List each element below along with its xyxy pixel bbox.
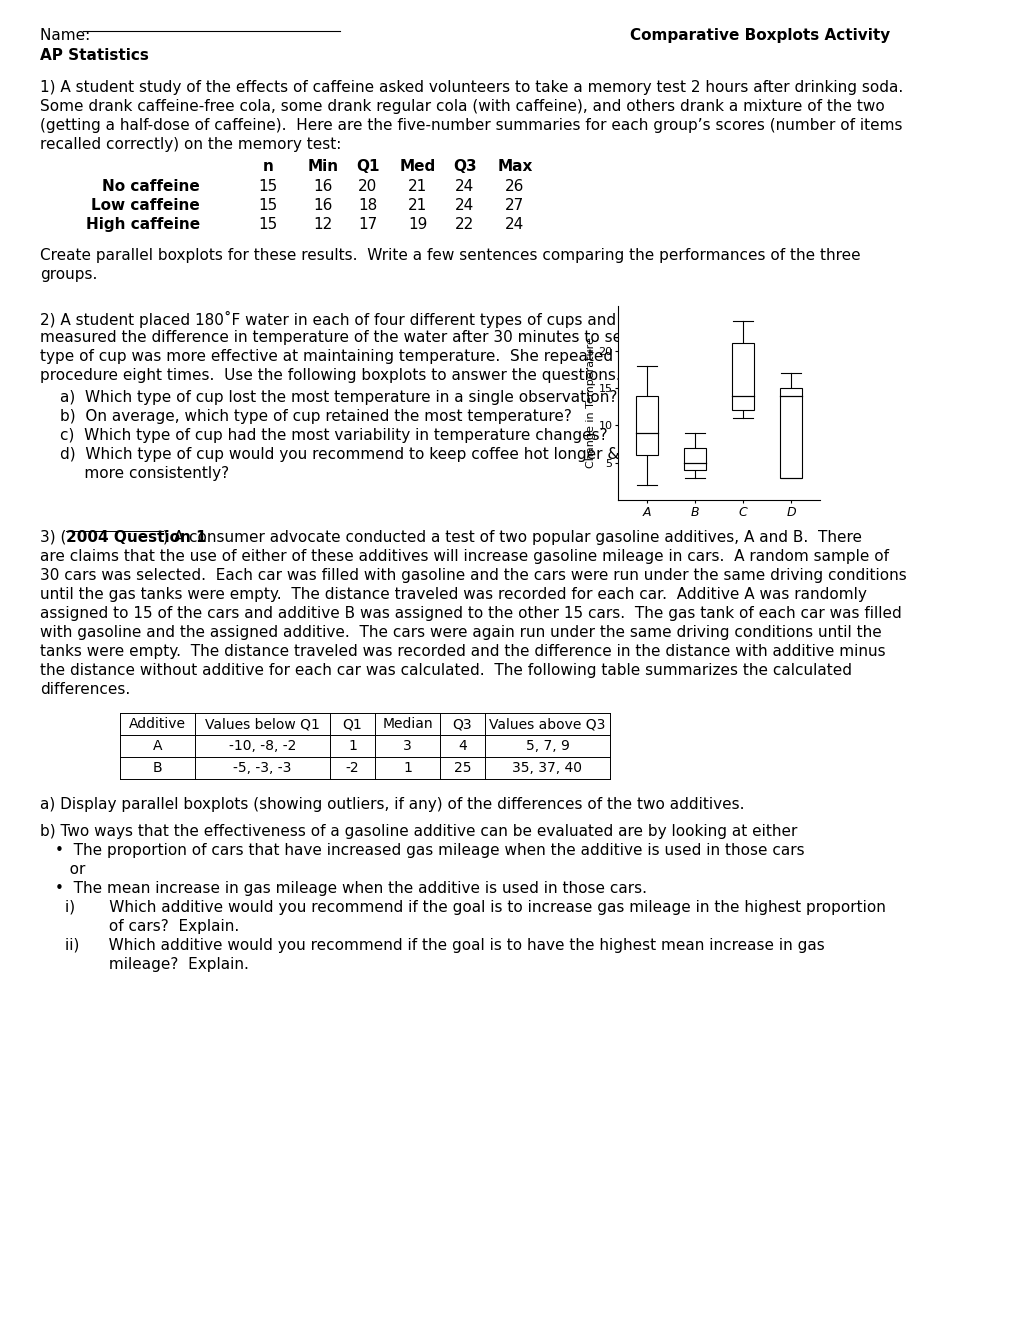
Text: Q1: Q1 xyxy=(342,717,362,731)
Text: No caffeine: No caffeine xyxy=(102,180,200,194)
Text: with gasoline and the assigned additive.  The cars were again run under the same: with gasoline and the assigned additive.… xyxy=(40,624,880,640)
Text: 16: 16 xyxy=(313,180,332,194)
Text: of cars?  Explain.: of cars? Explain. xyxy=(65,919,239,935)
Text: ii)      Which additive would you recommend if the goal is to have the highest m: ii) Which additive would you recommend i… xyxy=(65,939,824,953)
Text: Name:: Name: xyxy=(40,28,100,44)
Bar xyxy=(684,447,705,470)
Text: Q3: Q3 xyxy=(452,158,476,174)
Text: 35, 37, 40: 35, 37, 40 xyxy=(512,762,582,775)
Text: Q3: Q3 xyxy=(452,717,472,731)
Text: Comparative Boxplots Activity: Comparative Boxplots Activity xyxy=(630,28,890,44)
Text: c)  Which type of cup had the most variability in temperature changes?: c) Which type of cup had the most variab… xyxy=(60,428,607,444)
Text: 2) A student placed 180˚F water in each of four different types of cups and: 2) A student placed 180˚F water in each … xyxy=(40,312,615,327)
Text: mileage?  Explain.: mileage? Explain. xyxy=(65,957,249,972)
Text: •  The proportion of cars that have increased gas mileage when the additive is u: • The proportion of cars that have incre… xyxy=(55,843,804,858)
Text: recalled correctly) on the memory test:: recalled correctly) on the memory test: xyxy=(40,137,341,152)
Text: 5, 7, 9: 5, 7, 9 xyxy=(525,739,569,752)
Text: 25: 25 xyxy=(453,762,471,775)
Text: 4: 4 xyxy=(458,739,467,752)
Text: 22: 22 xyxy=(454,216,474,232)
Y-axis label: Change in Temperature: Change in Temperature xyxy=(585,338,595,469)
Text: 15: 15 xyxy=(258,216,277,232)
Text: -5, -3, -3: -5, -3, -3 xyxy=(233,762,291,775)
Text: 30 cars was selected.  Each car was filled with gasoline and the cars were run u: 30 cars was selected. Each car was fille… xyxy=(40,568,906,583)
Text: (getting a half-dose of caffeine).  Here are the five-number summaries for each : (getting a half-dose of caffeine). Here … xyxy=(40,117,902,133)
Text: 3: 3 xyxy=(403,739,412,752)
Text: b)  On average, which type of cup retained the most temperature?: b) On average, which type of cup retaine… xyxy=(60,409,572,424)
Text: assigned to 15 of the cars and additive B was assigned to the other 15 cars.  Th: assigned to 15 of the cars and additive … xyxy=(40,606,901,620)
Text: Med: Med xyxy=(399,158,436,174)
Text: 3) (: 3) ( xyxy=(40,531,66,545)
Text: Additive: Additive xyxy=(128,717,185,731)
Text: procedure eight times.  Use the following boxplots to answer the questions.: procedure eight times. Use the following… xyxy=(40,368,621,383)
Text: 1: 1 xyxy=(403,762,412,775)
Text: a)  Which type of cup lost the most temperature in a single observation?: a) Which type of cup lost the most tempe… xyxy=(60,389,616,405)
Text: n: n xyxy=(262,158,273,174)
Text: 24: 24 xyxy=(454,198,474,213)
Bar xyxy=(732,343,753,411)
Text: •  The mean increase in gas mileage when the additive is used in those cars.: • The mean increase in gas mileage when … xyxy=(55,880,646,896)
Text: 24: 24 xyxy=(454,180,474,194)
Text: 1: 1 xyxy=(347,739,357,752)
Text: 18: 18 xyxy=(358,198,377,213)
Text: AP Statistics: AP Statistics xyxy=(40,48,149,63)
Text: Values above Q3: Values above Q3 xyxy=(489,717,605,731)
Text: differences.: differences. xyxy=(40,682,130,697)
Text: A: A xyxy=(153,739,162,752)
Text: 2004 Question 1: 2004 Question 1 xyxy=(66,531,207,545)
Text: 15: 15 xyxy=(258,180,277,194)
Text: 21: 21 xyxy=(408,180,427,194)
Text: the distance without additive for each car was calculated.  The following table : the distance without additive for each c… xyxy=(40,663,851,678)
Text: measured the difference in temperature of the water after 30 minutes to see whic: measured the difference in temperature o… xyxy=(40,330,681,345)
Text: Min: Min xyxy=(307,158,338,174)
Text: -10, -8, -2: -10, -8, -2 xyxy=(228,739,296,752)
Text: 16: 16 xyxy=(313,198,332,213)
Text: -2: -2 xyxy=(345,762,359,775)
Text: ) A consumer advocate conducted a test of two popular gasoline additives, A and : ) A consumer advocate conducted a test o… xyxy=(163,531,862,545)
Text: 20: 20 xyxy=(358,180,377,194)
Text: d)  Which type of cup would you recommend to keep coffee hot longer &: d) Which type of cup would you recommend… xyxy=(60,447,619,462)
Text: Low caffeine: Low caffeine xyxy=(91,198,200,213)
Text: type of cup was more effective at maintaining temperature.  She repeated the: type of cup was more effective at mainta… xyxy=(40,348,643,364)
Text: Max: Max xyxy=(497,158,532,174)
Text: 15: 15 xyxy=(258,198,277,213)
Text: b) Two ways that the effectiveness of a gasoline additive can be evaluated are b: b) Two ways that the effectiveness of a … xyxy=(40,824,797,840)
Text: B: B xyxy=(153,762,162,775)
Text: a) Display parallel boxplots (showing outliers, if any) of the differences of th: a) Display parallel boxplots (showing ou… xyxy=(40,797,744,812)
Text: 21: 21 xyxy=(408,198,427,213)
Text: 1) A student study of the effects of caffeine asked volunteers to take a memory : 1) A student study of the effects of caf… xyxy=(40,81,903,95)
Bar xyxy=(780,388,801,478)
Text: until the gas tanks were empty.  The distance traveled was recorded for each car: until the gas tanks were empty. The dist… xyxy=(40,587,866,602)
Text: High caffeine: High caffeine xyxy=(86,216,200,232)
Text: Median: Median xyxy=(382,717,432,731)
Text: Create parallel boxplots for these results.  Write a few sentences comparing the: Create parallel boxplots for these resul… xyxy=(40,248,860,263)
Text: or: or xyxy=(55,862,86,876)
Text: Q1: Q1 xyxy=(356,158,379,174)
Text: 17: 17 xyxy=(358,216,377,232)
Text: groups.: groups. xyxy=(40,267,97,282)
Text: Values below Q1: Values below Q1 xyxy=(205,717,320,731)
Text: are claims that the use of either of these additives will increase gasoline mile: are claims that the use of either of the… xyxy=(40,549,889,564)
Text: 26: 26 xyxy=(504,180,524,194)
Text: 12: 12 xyxy=(313,216,332,232)
Text: tanks were empty.  The distance traveled was recorded and the difference in the : tanks were empty. The distance traveled … xyxy=(40,644,884,659)
Bar xyxy=(636,396,657,455)
Text: i)       Which additive would you recommend if the goal is to increase gas milea: i) Which additive would you recommend if… xyxy=(65,900,886,915)
Text: 27: 27 xyxy=(504,198,524,213)
Text: 19: 19 xyxy=(408,216,427,232)
Text: Some drank caffeine-free cola, some drank regular cola (with caffeine), and othe: Some drank caffeine-free cola, some dran… xyxy=(40,99,883,114)
Text: 24: 24 xyxy=(504,216,524,232)
Text: more consistently?: more consistently? xyxy=(60,466,229,480)
